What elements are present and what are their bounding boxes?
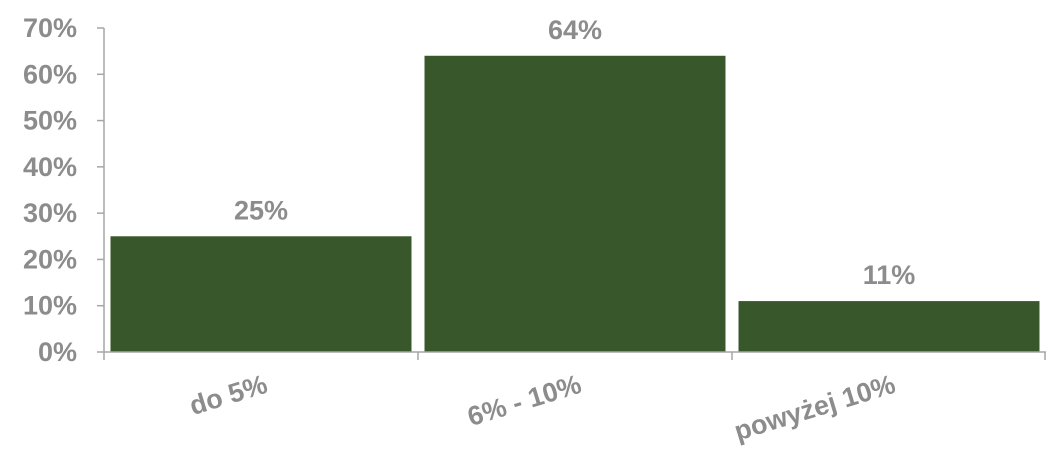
y-tick-label: 60% — [23, 59, 77, 89]
y-tick-label: 20% — [23, 244, 77, 274]
y-tick-label: 40% — [23, 152, 77, 182]
data-label: 64% — [548, 15, 602, 45]
value-labels: 25% 64% 11% — [234, 15, 915, 290]
bars — [110, 55, 1040, 353]
bar — [110, 236, 412, 352]
bar — [424, 55, 726, 353]
y-tick-label: 50% — [23, 106, 77, 136]
y-tick-label: 10% — [23, 291, 77, 321]
x-tick-label: do 5% — [186, 369, 271, 421]
y-axis: 0% 10% 20% 30% 40% 50% 60% 70% — [23, 13, 105, 367]
y-tick-label: 30% — [23, 198, 77, 228]
y-tick-label: 70% — [23, 13, 77, 43]
y-tick-label: 0% — [38, 337, 77, 367]
bar — [738, 301, 1040, 352]
data-label: 25% — [234, 195, 288, 225]
data-label: 11% — [863, 260, 916, 290]
x-tick-label: 6% - 10% — [464, 369, 585, 432]
x-tick-label: powyżej 10% — [731, 369, 899, 446]
x-axis — [103, 351, 1046, 360]
category-labels: do 5% 6% - 10% powyżej 10% — [186, 369, 899, 446]
